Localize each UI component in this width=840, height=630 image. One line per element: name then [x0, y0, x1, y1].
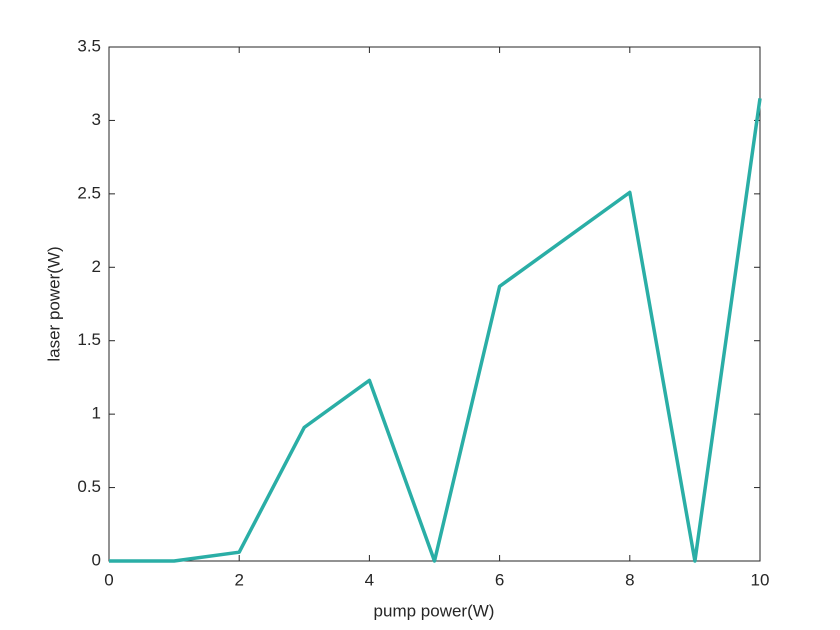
y-tick-label: 3	[92, 110, 101, 129]
x-axis-label: pump power(W)	[374, 601, 495, 620]
y-tick-label: 2.5	[77, 183, 101, 202]
y-tick-label: 3.5	[77, 36, 101, 55]
x-tick-label: 2	[234, 570, 243, 589]
y-tick-label: 1.5	[77, 330, 101, 349]
y-tick-label: 0	[92, 550, 101, 569]
x-tick-label: 10	[751, 570, 770, 589]
y-axis-label: laser power(W)	[44, 246, 63, 361]
y-tick-label: 0.5	[77, 477, 101, 496]
x-tick-label: 8	[625, 570, 634, 589]
y-tick-label: 2	[92, 257, 101, 276]
x-tick-label: 0	[104, 570, 113, 589]
y-tick-label: 1	[92, 404, 101, 423]
data-line	[109, 98, 762, 563]
x-tick-label: 4	[365, 570, 374, 589]
plot-box	[108, 46, 761, 562]
x-tick-label: 6	[495, 570, 504, 589]
